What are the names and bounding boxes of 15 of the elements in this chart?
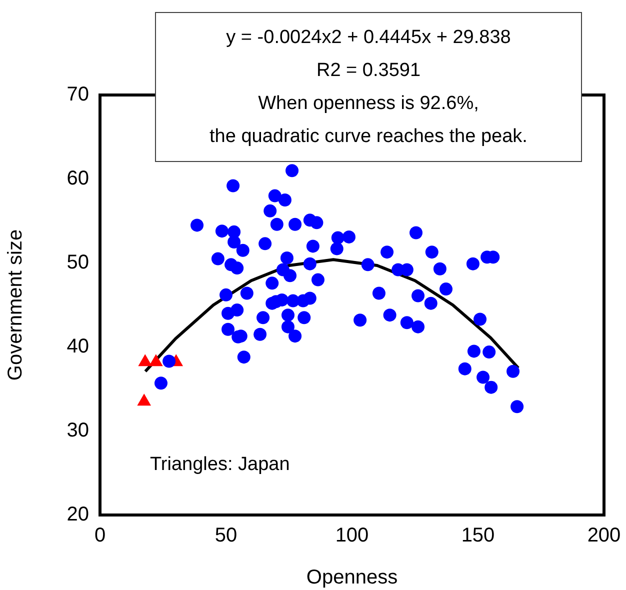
y-tick-label: 50 [66, 252, 89, 274]
y-tick-label: 30 [66, 420, 89, 442]
x-tick-label: 200 [587, 524, 621, 547]
y-tick-label: 70 [66, 84, 89, 106]
y-tick-label: 40 [66, 336, 89, 358]
x-tick-label: 150 [461, 524, 495, 547]
x-tick-label: 0 [94, 524, 106, 547]
text-box: y = -0.0024x2 + 0.4445x + 29.838 R2 = 0.3591 When openness is 92.6%, the quadratic curve reaches the peak. [155, 12, 582, 162]
x-tick-label: 100 [335, 524, 369, 547]
y-tick-label: 60 [66, 168, 89, 190]
x-axis-title: Openness [306, 566, 398, 589]
y-axis-title: Government size [4, 229, 27, 381]
annotation: Triangles: Japan [150, 454, 290, 476]
y-tick-label: 20 [66, 504, 89, 526]
x-tick-label: 50 [214, 524, 238, 547]
